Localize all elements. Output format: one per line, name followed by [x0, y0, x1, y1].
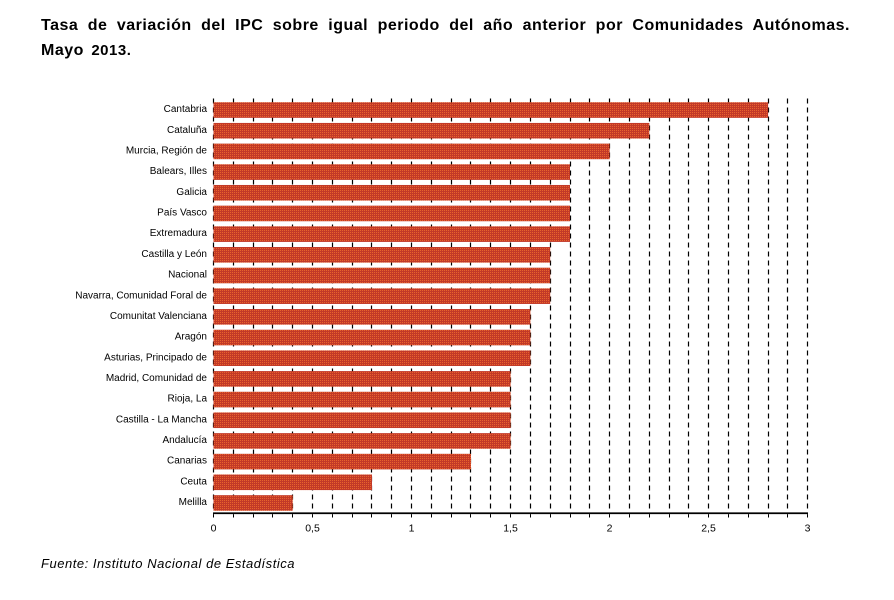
svg-text:Rioja, La: Rioja, La	[168, 394, 208, 405]
svg-text:1,5: 1,5	[503, 522, 518, 534]
svg-text:Melilla: Melilla	[179, 497, 208, 508]
svg-text:Cataluña: Cataluña	[167, 125, 207, 136]
svg-text:0: 0	[211, 522, 217, 534]
svg-text:Aragón: Aragón	[175, 332, 207, 343]
svg-text:Navarra, Comunidad Foral de: Navarra, Comunidad Foral de	[75, 290, 207, 301]
svg-text:Castilla - La Mancha: Castilla - La Mancha	[116, 414, 208, 425]
svg-text:1: 1	[409, 522, 415, 534]
svg-text:Murcia, Región de: Murcia, Región de	[126, 146, 208, 157]
svg-text:Andalucía: Andalucía	[163, 435, 208, 446]
svg-text:Fuente: Instituto Nacional de: Fuente: Instituto Nacional de Estadístic…	[41, 556, 295, 571]
svg-text:Nacional: Nacional	[168, 270, 207, 281]
svg-text:0,5: 0,5	[305, 522, 320, 534]
svg-text:2,5: 2,5	[701, 522, 716, 534]
svg-text:Canarias: Canarias	[167, 456, 207, 467]
svg-text:Cantabria: Cantabria	[164, 104, 208, 115]
svg-text:Ceuta: Ceuta	[180, 476, 207, 487]
svg-text:3: 3	[805, 522, 811, 534]
svg-text:País Vasco: País Vasco	[157, 208, 207, 219]
svg-text:2: 2	[607, 522, 613, 534]
svg-text:Madrid, Comunidad de: Madrid, Comunidad de	[106, 373, 208, 384]
svg-text:Galicia: Galicia	[176, 187, 207, 198]
svg-text:Balears, Illes: Balears, Illes	[150, 166, 207, 177]
svg-text:Asturias, Principado de: Asturias, Principado de	[104, 352, 207, 363]
svg-text:Comunitat Valenciana: Comunitat Valenciana	[110, 311, 208, 322]
svg-text:Castilla y León: Castilla y León	[141, 249, 207, 260]
svg-text:Extremadura: Extremadura	[150, 228, 208, 239]
